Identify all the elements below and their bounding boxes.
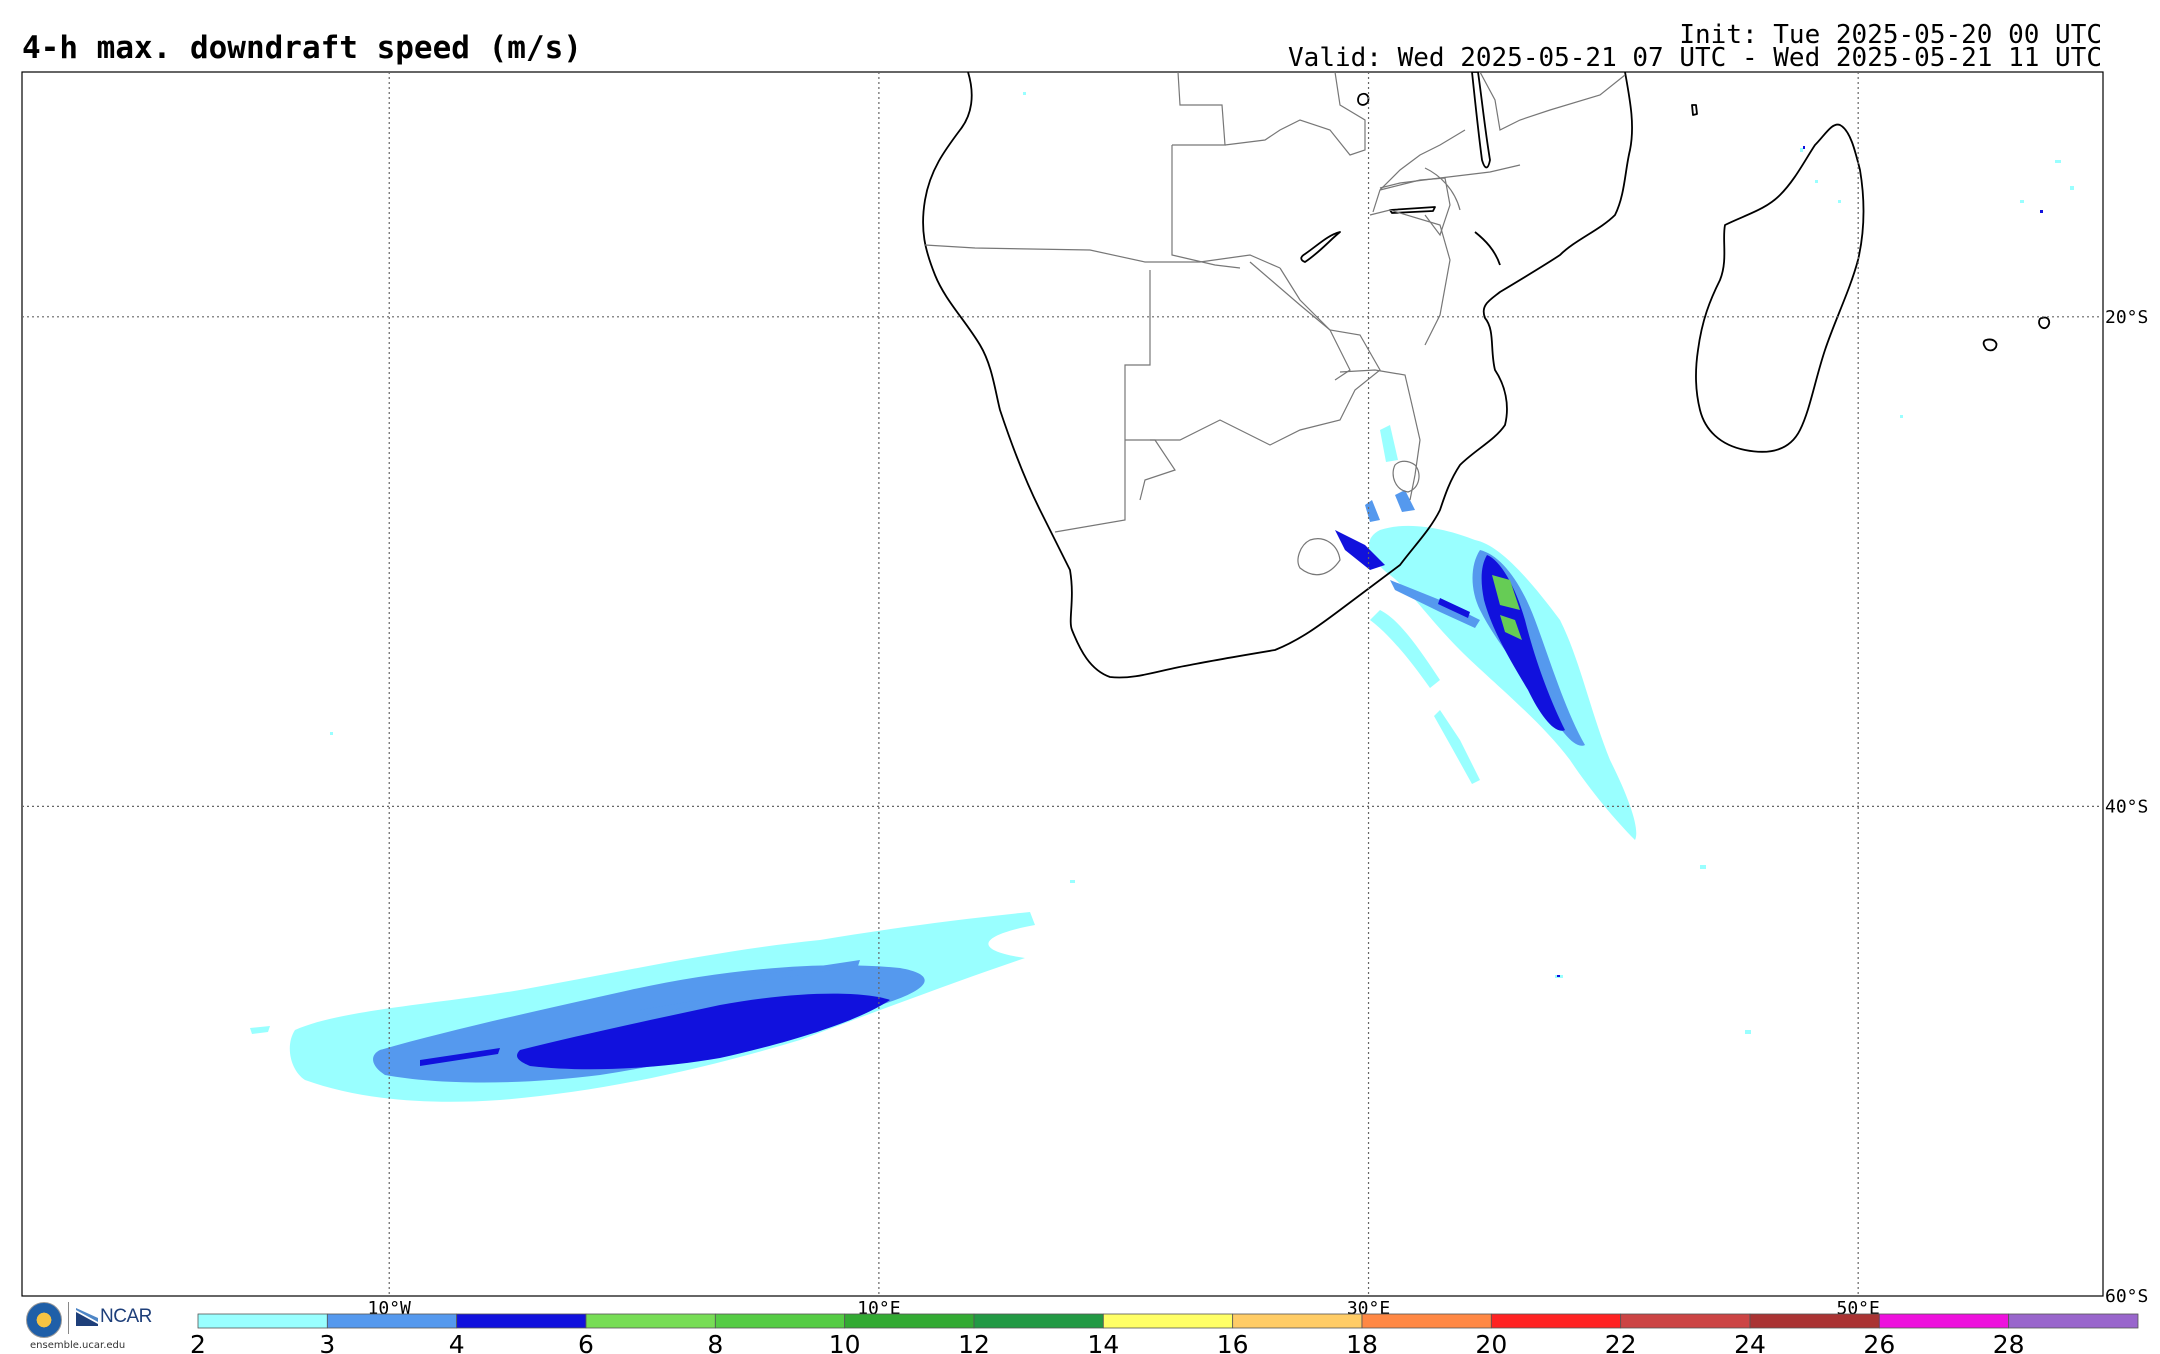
colorbar-tick-label: 22 bbox=[1605, 1330, 1637, 1354]
madagascar-coastline bbox=[1695, 123, 1865, 453]
colorbar-tick-label: 2 bbox=[190, 1330, 206, 1354]
map-title: 4-h max. downdraft speed (m/s) bbox=[22, 30, 582, 66]
coastlines bbox=[922, 72, 2051, 679]
ncar-text: NCAR bbox=[100, 1306, 152, 1327]
init-time: Init: Tue 2025-05-20 00 UTC bbox=[1679, 20, 2102, 50]
scattered-cells bbox=[330, 92, 2074, 1034]
colorbar: 2 3 4 6 8 10 12 14 16 18 20 22 24 26 28 bbox=[190, 1313, 2139, 1354]
logo-block: NCAR ensemble.ucar.edu bbox=[20, 1300, 160, 1352]
colorbar-tick-label: 20 bbox=[1475, 1330, 1507, 1354]
atlantic-band bbox=[250, 912, 1036, 1102]
colorbar-tick-label: 12 bbox=[958, 1330, 990, 1354]
colorbar-swatch bbox=[973, 1313, 1104, 1329]
latitude-label: 20°S bbox=[2105, 307, 2148, 328]
africa-coastline bbox=[922, 72, 1633, 679]
nsf-seal-icon bbox=[26, 1302, 62, 1338]
colorbar-tick-label: 28 bbox=[1993, 1330, 2025, 1354]
colorbar-tick-label: 4 bbox=[449, 1330, 465, 1354]
mauritius-coastline bbox=[1982, 338, 1998, 352]
colorbar-swatch bbox=[2008, 1313, 2139, 1329]
latitude-label: 60°S bbox=[2105, 1286, 2148, 1307]
colorbar-swatch bbox=[1102, 1313, 1234, 1329]
colorbar-swatch bbox=[714, 1313, 846, 1329]
valid-time: Valid: Wed 2025-05-21 07 UTC - Wed 2025-… bbox=[1288, 43, 2102, 73]
colorbar-tick-label: 26 bbox=[1863, 1330, 1895, 1354]
shading-layer bbox=[250, 92, 2074, 1102]
agulhas-cells bbox=[1335, 425, 1637, 840]
graticule: 10°W 10°E 30°E 50°E20°S40°S60°S bbox=[22, 72, 2148, 1319]
reunion-coastline bbox=[2038, 316, 2051, 330]
colorbar-tick-label: 14 bbox=[1087, 1330, 1119, 1354]
colorbar-tick-label: 10 bbox=[829, 1330, 861, 1354]
latitude-label: 40°S bbox=[2105, 796, 2148, 817]
colorbar-swatch bbox=[1232, 1313, 1363, 1329]
colorbar-swatch bbox=[1878, 1313, 2010, 1329]
colorbar-swatch bbox=[1361, 1313, 1492, 1329]
colorbar-swatch bbox=[456, 1313, 587, 1329]
colorbar-swatch bbox=[1620, 1313, 1751, 1329]
colorbar-tick-label: 16 bbox=[1217, 1330, 1249, 1354]
lake-kariba bbox=[1300, 231, 1341, 263]
colorbar-tick-label: 6 bbox=[578, 1330, 594, 1354]
lake-victoria-edge bbox=[1357, 92, 1370, 106]
lake-malawi bbox=[1471, 72, 1491, 169]
site-url: ensemble.ucar.edu bbox=[30, 1340, 126, 1351]
colorbar-swatch bbox=[1490, 1313, 1622, 1329]
comoros-coastline bbox=[1691, 104, 1698, 116]
colorbar-swatch bbox=[585, 1313, 716, 1329]
colorbar-tick-label: 24 bbox=[1734, 1330, 1766, 1354]
colorbar-tick-label: 8 bbox=[707, 1330, 723, 1354]
logo-divider bbox=[68, 1302, 69, 1334]
colorbar-tick-label: 18 bbox=[1346, 1330, 1378, 1354]
colorbar-swatch bbox=[1749, 1313, 1880, 1329]
colorbar-tick-label: 3 bbox=[319, 1330, 335, 1354]
cahora-bassa bbox=[1389, 206, 1436, 214]
mozambique-river bbox=[1474, 231, 1501, 266]
map-frame bbox=[21, 71, 2104, 1297]
colorbar-swatch bbox=[844, 1313, 975, 1329]
colorbar-swatch bbox=[326, 1313, 458, 1329]
country-borders bbox=[924, 72, 1626, 576]
scattered-cells-dark bbox=[1557, 146, 2043, 977]
colorbar-swatch bbox=[197, 1313, 328, 1329]
ncar-logo-icon bbox=[76, 1308, 98, 1326]
